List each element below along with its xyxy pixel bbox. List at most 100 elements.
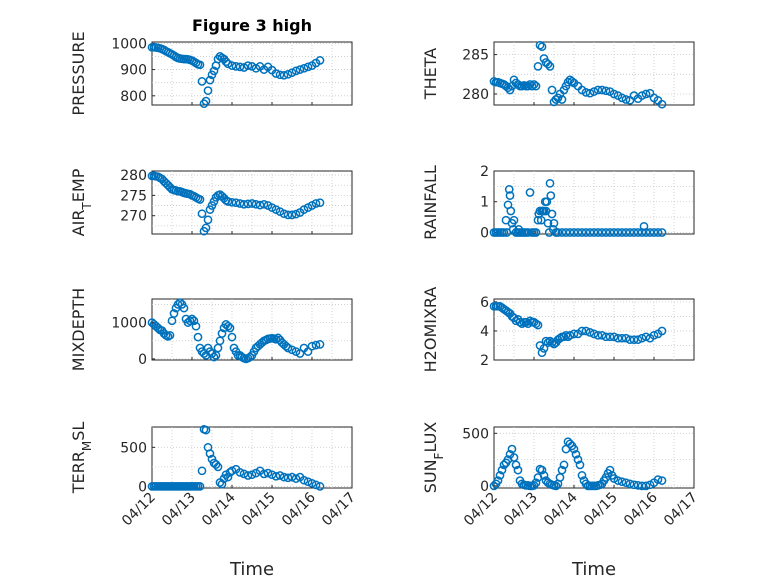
data-point — [227, 61, 237, 70]
data-point — [217, 329, 227, 338]
data-point — [279, 209, 289, 219]
data-point — [601, 86, 611, 96]
data-point — [531, 319, 541, 329]
data-point — [235, 468, 245, 477]
data-point — [235, 199, 245, 208]
data-point — [577, 228, 587, 237]
y-tick-label: 800 — [120, 89, 147, 105]
data-point — [195, 482, 205, 491]
data-point — [239, 199, 249, 209]
y-axis-label: RAINFALL — [421, 165, 440, 240]
data-point — [637, 91, 647, 100]
data-point — [597, 85, 607, 95]
data-point — [303, 477, 313, 487]
data-point — [613, 333, 623, 343]
data-point — [503, 83, 513, 93]
data-point — [649, 228, 659, 237]
data-point — [617, 93, 627, 103]
data-point — [601, 228, 611, 237]
data-point — [243, 199, 253, 209]
data-point — [291, 66, 301, 76]
figure-title: Figure 3 high — [192, 16, 312, 35]
data-point — [311, 480, 321, 490]
x-tick-label: 04/15 — [581, 490, 621, 530]
data-point — [515, 317, 525, 327]
data-point — [629, 480, 639, 490]
subplot-h2omixra: 2 4 6 H2OMIXRA — [421, 287, 695, 372]
data-point — [573, 455, 583, 464]
data-point — [565, 330, 575, 340]
data-point — [525, 80, 535, 89]
data-point — [569, 444, 579, 454]
data-points — [489, 178, 667, 237]
data-point — [569, 228, 579, 237]
data-point — [629, 228, 639, 237]
data-point — [513, 80, 523, 89]
data-point — [193, 332, 203, 342]
data-point — [625, 228, 635, 237]
data-point — [201, 425, 211, 435]
data-point — [259, 199, 269, 209]
data-point — [571, 449, 581, 459]
data-point — [499, 228, 509, 237]
data-point — [315, 198, 325, 208]
data-point — [203, 86, 213, 95]
data-point — [523, 228, 533, 237]
data-point — [227, 197, 237, 207]
data-point — [227, 466, 237, 476]
data-point — [551, 95, 561, 104]
data-point — [637, 333, 647, 343]
y-tick-label: 0 — [480, 225, 489, 241]
data-point — [629, 335, 639, 345]
y-axis-label: THETA — [421, 48, 440, 100]
data-point — [307, 341, 317, 351]
y-tick-label: 4 — [480, 324, 489, 340]
data-points — [489, 40, 667, 109]
data-point — [546, 191, 556, 200]
data-point — [597, 228, 607, 237]
data-point — [259, 469, 269, 479]
data-point — [195, 60, 205, 70]
data-point — [637, 481, 647, 491]
y-tick-label: 500 — [120, 440, 147, 456]
data-point — [585, 228, 595, 237]
data-point — [541, 336, 551, 346]
data-point — [533, 62, 543, 71]
data-point — [504, 185, 514, 194]
data-point — [513, 465, 523, 475]
y-axis-label: TERRMSL — [69, 422, 94, 495]
subplot-mixdepth: 0 1000 MIXDEPTH — [69, 288, 353, 371]
data-point — [165, 330, 175, 340]
axes-box — [151, 41, 353, 106]
y-axis-label: PRESSURE — [69, 31, 88, 115]
data-points — [147, 424, 325, 491]
data-point — [509, 215, 519, 225]
data-point — [549, 218, 559, 228]
data-point — [557, 228, 567, 237]
data-point — [287, 345, 297, 355]
y-axis-label: AIRTEMP — [69, 168, 94, 236]
data-point — [263, 468, 273, 478]
y-tick-label: 900 — [120, 63, 147, 79]
data-point — [279, 70, 289, 80]
data-point — [243, 61, 253, 70]
data-point — [227, 332, 237, 342]
data-point — [231, 62, 241, 71]
data-point — [545, 62, 555, 71]
y-axis-label: SUNFLUX — [421, 422, 446, 494]
data-point — [585, 328, 595, 337]
data-point — [561, 330, 571, 340]
x-tick-label: 04/15 — [239, 490, 279, 530]
data-point — [221, 57, 231, 67]
data-point — [551, 481, 561, 491]
data-point — [563, 77, 573, 87]
x-tick-label: 04/12 — [119, 490, 159, 530]
data-point — [593, 228, 603, 237]
y-tick-label: 285 — [462, 48, 489, 64]
data-point — [577, 326, 587, 336]
data-point — [525, 188, 535, 197]
subplot-theta: 280 285 THETA — [421, 40, 695, 109]
data-point — [311, 199, 321, 208]
data-point — [279, 472, 289, 482]
